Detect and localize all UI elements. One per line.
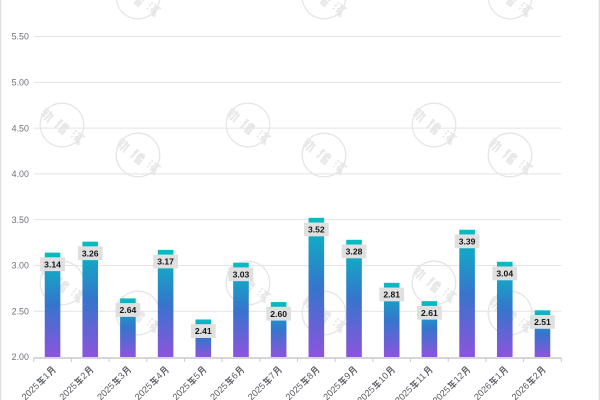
svg-text:2.00: 2.00	[12, 352, 29, 362]
svg-text:8: 8	[305, 370, 316, 381]
svg-text:2025: 2025	[20, 381, 42, 400]
svg-text:3.28: 3.28	[346, 247, 363, 257]
svg-text:3.03: 3.03	[233, 269, 250, 279]
svg-text:2026: 2026	[472, 381, 494, 400]
svg-text:2.60: 2.60	[270, 309, 287, 319]
svg-text:2.51: 2.51	[534, 317, 551, 327]
svg-text:2025: 2025	[246, 381, 268, 400]
svg-text:3.04: 3.04	[496, 268, 513, 278]
svg-text:2: 2	[78, 370, 89, 381]
svg-text:2: 2	[531, 370, 542, 381]
svg-text:2025: 2025	[57, 381, 79, 400]
svg-text:2025: 2025	[355, 384, 377, 400]
svg-text:1: 1	[493, 370, 504, 381]
svg-text:3.14: 3.14	[44, 259, 61, 269]
svg-text:5: 5	[192, 370, 203, 381]
svg-text:3.39: 3.39	[459, 236, 476, 246]
svg-text:4: 4	[154, 370, 165, 381]
svg-text:9: 9	[342, 370, 353, 381]
svg-text:2025: 2025	[321, 381, 343, 400]
svg-text:7: 7	[267, 370, 278, 381]
svg-text:2.64: 2.64	[120, 305, 137, 315]
svg-text:2.81: 2.81	[383, 290, 400, 300]
svg-text:5.50: 5.50	[12, 32, 29, 42]
svg-text:6: 6	[229, 370, 240, 381]
svg-text:4.00: 4.00	[12, 169, 29, 179]
svg-text:3.50: 3.50	[12, 215, 29, 225]
svg-text:2025: 2025	[208, 381, 230, 400]
svg-text:2025: 2025	[171, 381, 193, 400]
svg-text:1: 1	[41, 370, 52, 381]
svg-text:2025: 2025	[393, 384, 415, 400]
svg-text:2.50: 2.50	[12, 306, 29, 316]
svg-text:2025: 2025	[95, 381, 117, 400]
svg-text:3.17: 3.17	[157, 257, 174, 267]
svg-text:3.00: 3.00	[12, 261, 29, 271]
svg-text:3.26: 3.26	[82, 248, 99, 258]
svg-text:2025: 2025	[284, 381, 306, 400]
svg-text:2025: 2025	[431, 384, 453, 400]
svg-text:2.61: 2.61	[421, 308, 438, 318]
svg-text:4.50: 4.50	[12, 123, 29, 133]
svg-text:2025: 2025	[133, 381, 155, 400]
svg-text:5.00: 5.00	[12, 78, 29, 88]
svg-text:2026: 2026	[510, 381, 532, 400]
svg-text:3.52: 3.52	[308, 225, 325, 235]
svg-text:2.41: 2.41	[195, 326, 212, 336]
svg-text:3: 3	[116, 370, 127, 381]
